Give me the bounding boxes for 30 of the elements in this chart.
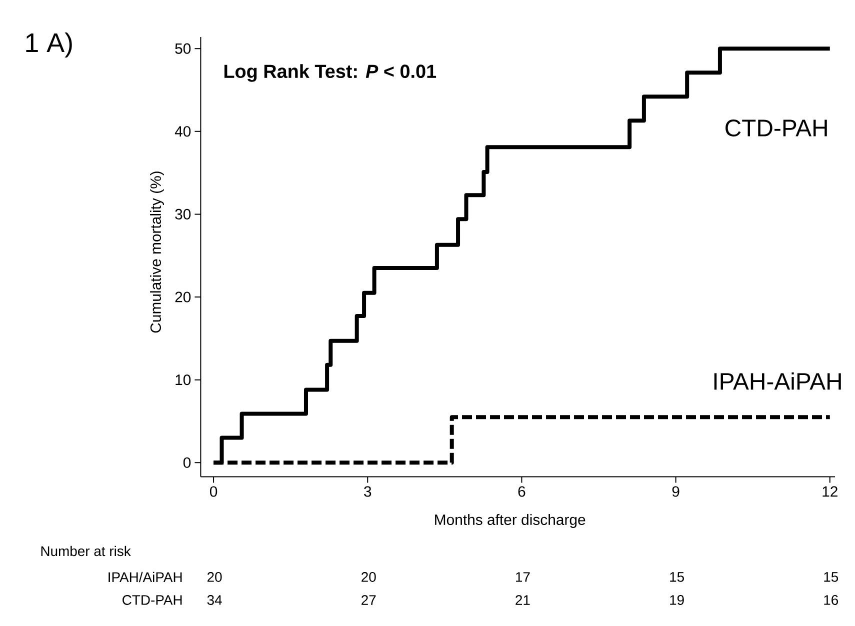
text: 34 [207,595,222,605]
x-tick-label: 9 [672,486,680,497]
y-tick-label: 10 [176,374,191,386]
y-tick-label: 40 [174,126,191,137]
x-tick-label: 12 [822,486,838,497]
x-tick-label: 3 [364,486,372,497]
series-label: CTD-PAH [726,120,827,136]
chart-title: 1 A) [26,32,72,58]
text: 15 [670,572,684,582]
text: 27 [362,595,376,605]
y-tick-label: 0 [183,457,191,468]
x-axis-title: Months after discharge [435,514,586,528]
annotation: Log Rank Test: P < 0.01 [224,64,436,82]
y-axis-title: Cumulative mortality (%) [150,172,164,333]
x-tick-label: 0 [210,486,218,497]
text: 17 [516,572,530,582]
y-tick-label: 50 [175,43,191,54]
text: 21 [516,595,530,605]
text: 15 [824,572,838,582]
series-label: IPAH-AiPAH [714,372,841,390]
text: 16 [824,595,838,605]
text: 20 [207,572,222,582]
y-tick-label: 20 [175,292,191,302]
text: IPAH/AiPAH [108,572,182,582]
text: CTD-PAH [122,595,182,605]
text: 20 [362,572,376,582]
x-tick-label: 6 [518,486,526,497]
text: 19 [670,595,684,605]
text: Number at risk [41,546,131,556]
y-tick-label: 30 [175,208,191,220]
